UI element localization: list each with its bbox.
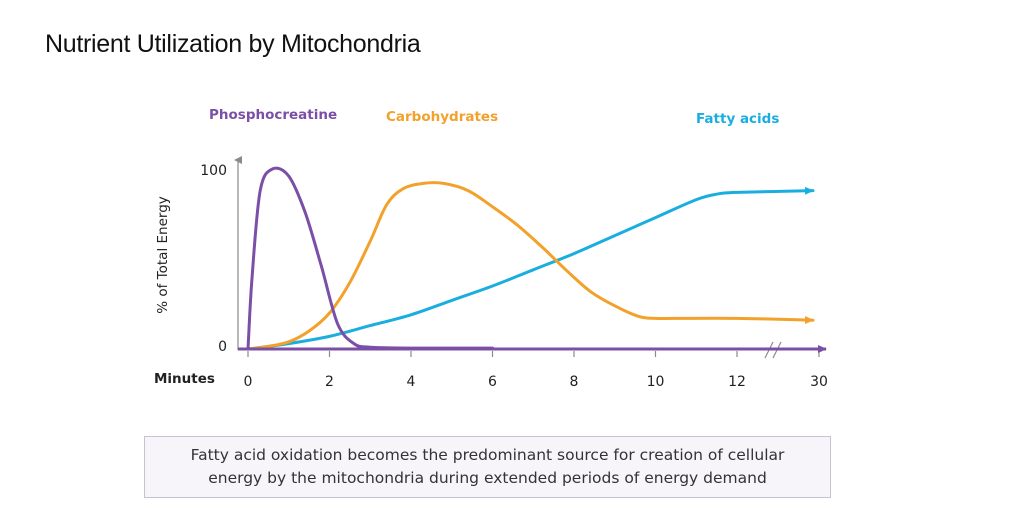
y-tick-label-0: 0 <box>218 339 227 355</box>
caption-line-2: energy by the mitochondria during extend… <box>208 469 767 487</box>
series-line-carbohydrates <box>246 181 815 351</box>
series-label-fatty-acids: Fatty acids <box>696 111 779 127</box>
y-tick-label-100: 100 <box>200 163 227 179</box>
x-tick-label-8: 8 <box>570 374 579 390</box>
y-axis-label: % of Total Energy <box>155 196 171 314</box>
series-label-carbohydrates: Carbohydrates <box>386 109 498 125</box>
x-tick-label-10: 10 <box>647 374 665 390</box>
series-line-fatty-acids <box>246 186 815 351</box>
x-tick-label-30: 30 <box>810 374 828 390</box>
page-title: Nutrient Utilization by Mitochondria <box>45 30 421 58</box>
caption-box: Fatty acid oxidation becomes the predomi… <box>144 436 831 498</box>
x-tick-label-0: 0 <box>244 374 253 390</box>
chart: % of Total Energy 100 0 0 2 4 6 8 10 12 … <box>154 107 828 390</box>
x-tick-label-12: 12 <box>728 374 746 390</box>
x-tick-label-4: 4 <box>407 374 416 390</box>
caption-line-1: Fatty acid oxidation becomes the predomi… <box>190 446 785 464</box>
x-tick-label-2: 2 <box>325 374 334 390</box>
x-tick-label-6: 6 <box>488 374 497 390</box>
series-line-phosphocreatine <box>246 166 494 351</box>
series-label-phosphocreatine: Phosphocreatine <box>209 107 337 123</box>
x-axis-label: Minutes <box>154 371 215 387</box>
